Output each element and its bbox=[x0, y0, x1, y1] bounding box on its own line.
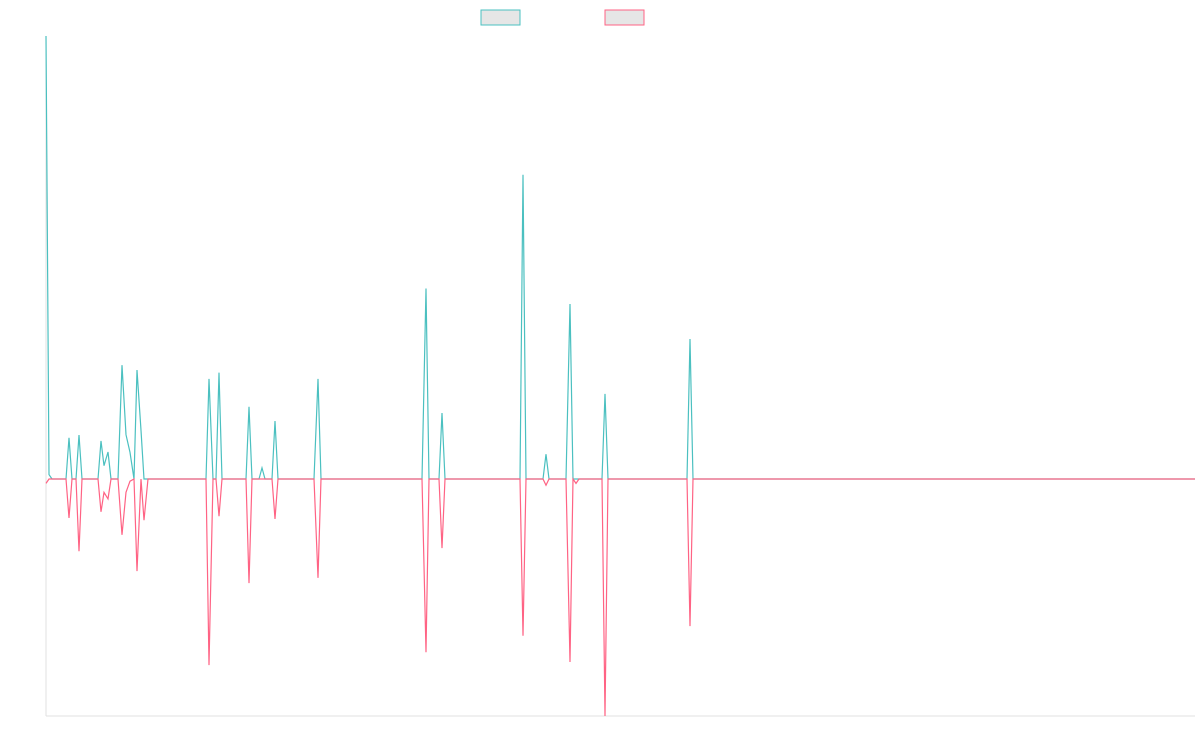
legend-swatch bbox=[480, 9, 521, 26]
series-line bbox=[45, 477, 1195, 717]
series-line bbox=[45, 35, 1195, 480]
legend-swatch bbox=[604, 9, 645, 26]
